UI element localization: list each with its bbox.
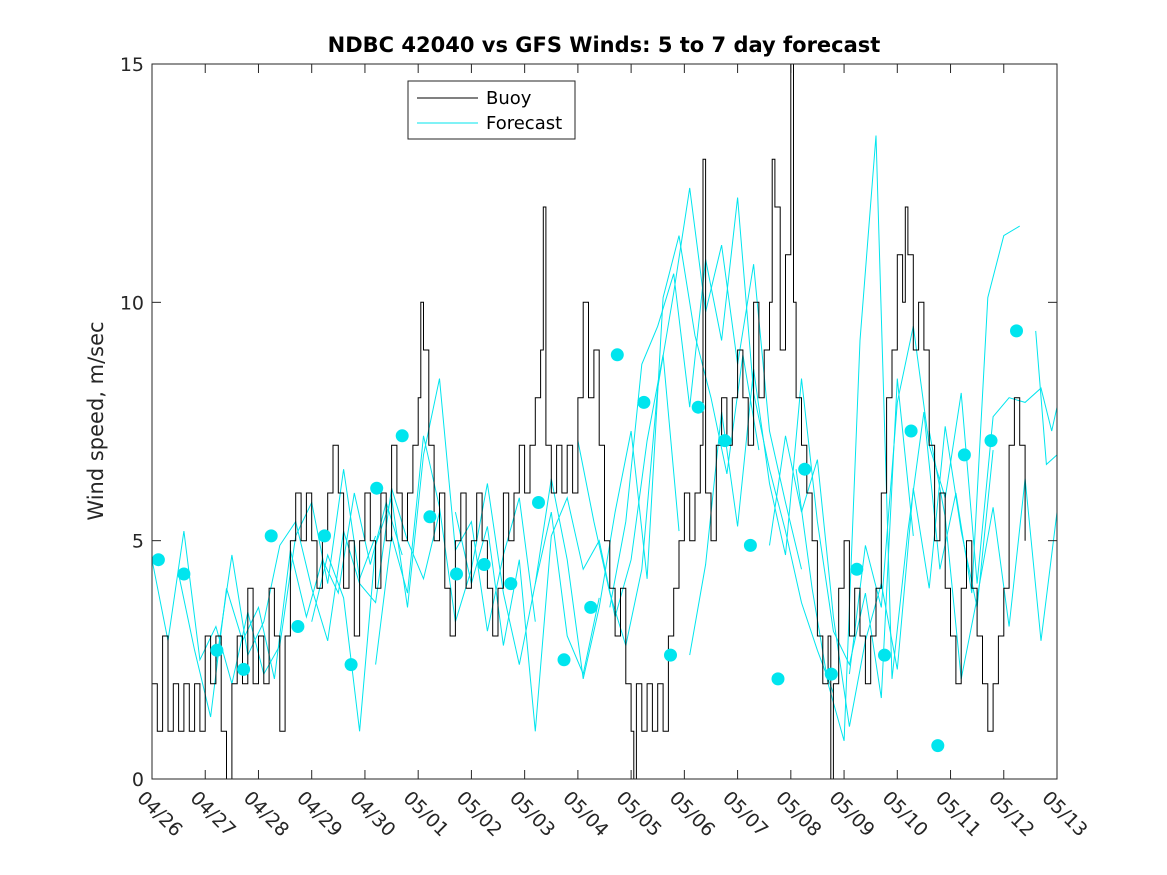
forecast-marker-30 [931, 739, 945, 753]
forecast-marker-5 [264, 529, 278, 543]
forecast-marker-11 [423, 510, 437, 524]
forecast-run-line-4 [311, 378, 536, 732]
forecast-marker-13 [477, 558, 491, 571]
forecast-run-line-7 [534, 235, 760, 680]
buoy-series-line [152, 63, 1026, 780]
y-tick-label-10: 10 [120, 292, 144, 314]
forecast-marker-2 [177, 567, 191, 581]
forecast-marker-15 [532, 496, 545, 509]
y-tick-label-15: 15 [120, 54, 144, 76]
forecast-marker-19 [637, 395, 651, 409]
forecast-marker-7 [318, 529, 331, 543]
forecast-marker-24 [771, 672, 785, 686]
forecast-marker-8 [344, 658, 358, 672]
forecast-marker-10 [395, 429, 409, 443]
legend-buoy-label: Buoy [486, 88, 532, 109]
forecast-marker-3 [210, 643, 224, 657]
legend-box [407, 80, 576, 140]
y-tick-label-5: 5 [132, 531, 144, 553]
forecast-marker-20 [664, 648, 677, 662]
axes-box [151, 63, 1058, 780]
legend-forecast-label: Forecast [486, 113, 562, 134]
forecast-marker-31 [957, 448, 971, 462]
forecast-run-line-10 [689, 369, 914, 699]
forecast-marker-9 [370, 481, 384, 495]
y-tick-label-0: 0 [132, 769, 144, 791]
forecast-marker-23 [743, 538, 757, 552]
forecast-run-line-5 [375, 435, 600, 676]
forecast-run-line-13 [848, 326, 1058, 675]
marker-layer [151, 324, 1023, 753]
chart-title: NDBC 42040 vs GFS Winds: 5 to 7 day fore… [328, 33, 881, 57]
forecast-marker-29 [904, 424, 918, 438]
forecast-marker-18 [610, 348, 624, 362]
plot-area [152, 64, 1057, 779]
forecast-marker-27 [850, 562, 864, 576]
forecast-marker-33 [1010, 324, 1023, 338]
forecast-marker-12 [450, 567, 463, 581]
forecast-run-line-9 [609, 197, 834, 694]
forecast-run-line-14 [928, 430, 1058, 679]
forecast-marker-14 [504, 577, 518, 591]
forecast-marker-1 [151, 553, 165, 567]
legend: Buoy Forecast [407, 80, 576, 140]
forecast-run-line-15 [1035, 330, 1058, 466]
forecast-marker-17 [584, 600, 598, 614]
forecast-marker-4 [237, 662, 251, 676]
y-axis-label: Wind speed, m/sec [84, 321, 108, 520]
series-layer [151, 63, 1058, 780]
forecast-marker-28 [878, 648, 891, 662]
forecast-run-line-6 [454, 354, 680, 732]
forecast-marker-26 [824, 667, 838, 681]
forecast-marker-22 [718, 434, 732, 448]
forecast-marker-21 [691, 400, 705, 414]
forecast-marker-6 [291, 620, 305, 633]
forecast-marker-25 [798, 462, 812, 476]
forecast-marker-32 [984, 434, 998, 448]
forecast-marker-16 [557, 653, 571, 667]
